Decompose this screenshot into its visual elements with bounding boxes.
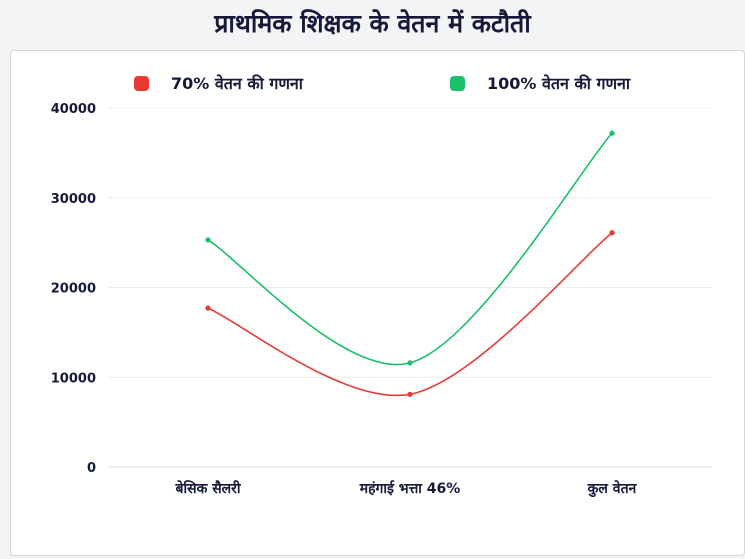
x-tick-label: महंगाई भत्ता 46% <box>359 480 461 497</box>
legend-green-marker <box>450 75 465 91</box>
x-tick-label: कुल वेतन <box>587 480 638 498</box>
y-tick-label: 40000 <box>51 102 96 117</box>
y-tick-label: 10000 <box>51 371 96 386</box>
series-line-0 <box>207 232 613 397</box>
legend-label-100: 100% वेतन की गणना <box>487 74 631 93</box>
legend-red-marker <box>134 75 149 91</box>
legend-item-70: 70% वेतन की गणना <box>134 72 303 94</box>
y-tick-label: 0 <box>87 461 96 476</box>
data-point <box>407 391 413 397</box>
y-tick-label: 30000 <box>51 192 96 207</box>
legend-label-70: 70% वेतन की गणना <box>171 74 303 93</box>
chart-title: प्राथमिक शिक्षक के वेतन में कटौती <box>214 9 531 38</box>
y-tick-label: 20000 <box>51 282 96 297</box>
data-point <box>205 305 211 311</box>
legend-item-100: 100% वेतन की गणना <box>450 72 630 94</box>
data-point <box>609 130 615 136</box>
chart-card <box>10 50 745 556</box>
data-point <box>609 230 615 236</box>
data-point <box>407 360 413 366</box>
x-tick-label: बेसिक सैलरी <box>174 480 241 497</box>
series-line-1 <box>207 132 613 366</box>
data-point <box>205 237 211 243</box>
